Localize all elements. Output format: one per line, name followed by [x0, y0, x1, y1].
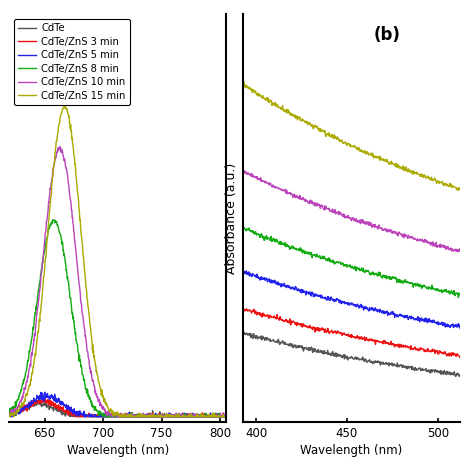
CdTe/ZnS 5 min	[173, 411, 179, 417]
CdTe/ZnS 5 min	[105, 414, 110, 419]
CdTe/ZnS 5 min	[229, 414, 235, 419]
CdTe	[229, 414, 235, 419]
Line: CdTe/ZnS 10 min: CdTe/ZnS 10 min	[4, 147, 232, 417]
CdTe/ZnS 5 min	[136, 414, 142, 419]
CdTe/ZnS 5 min	[1, 413, 7, 419]
CdTe/ZnS 15 min	[1, 413, 7, 419]
CdTe/ZnS 15 min	[1, 414, 7, 419]
CdTe	[136, 412, 142, 418]
CdTe/ZnS 8 min	[154, 412, 160, 418]
CdTe/ZnS 3 min	[229, 413, 235, 419]
CdTe/ZnS 15 min	[60, 106, 65, 112]
CdTe/ZnS 8 min	[229, 413, 235, 419]
CdTe	[173, 414, 179, 419]
Y-axis label: Absorbance (a.u.): Absorbance (a.u.)	[225, 163, 238, 273]
CdTe/ZnS 5 min	[2, 414, 8, 419]
X-axis label: Wavelength (nm): Wavelength (nm)	[301, 444, 402, 457]
CdTe/ZnS 3 min	[39, 397, 45, 402]
Line: CdTe/ZnS 3 min: CdTe/ZnS 3 min	[4, 400, 232, 417]
Line: CdTe: CdTe	[4, 401, 232, 417]
CdTe/ZnS 15 min	[105, 404, 110, 410]
Legend: CdTe, CdTe/ZnS 3 min, CdTe/ZnS 5 min, CdTe/ZnS 8 min, CdTe/ZnS 10 min, CdTe/ZnS : CdTe, CdTe/ZnS 3 min, CdTe/ZnS 5 min, Cd…	[15, 19, 130, 105]
CdTe	[7, 414, 13, 419]
CdTe/ZnS 5 min	[60, 401, 66, 407]
CdTe/ZnS 3 min	[42, 399, 47, 405]
CdTe/ZnS 10 min	[173, 410, 179, 416]
Text: (b): (b)	[373, 27, 400, 45]
CdTe/ZnS 3 min	[1, 412, 7, 418]
CdTe/ZnS 15 min	[42, 268, 47, 274]
CdTe	[154, 413, 160, 419]
CdTe/ZnS 15 min	[154, 413, 160, 419]
CdTe/ZnS 15 min	[136, 414, 142, 419]
CdTe	[105, 414, 110, 419]
CdTe/ZnS 10 min	[229, 411, 235, 417]
CdTe/ZnS 10 min	[57, 144, 63, 150]
CdTe/ZnS 8 min	[1, 410, 7, 415]
CdTe/ZnS 15 min	[62, 100, 67, 106]
CdTe/ZnS 10 min	[154, 413, 160, 419]
CdTe/ZnS 8 min	[100, 414, 106, 419]
CdTe	[42, 403, 47, 409]
Line: CdTe/ZnS 8 min: CdTe/ZnS 8 min	[4, 220, 232, 417]
CdTe/ZnS 8 min	[60, 240, 65, 246]
CdTe/ZnS 8 min	[41, 252, 47, 257]
CdTe/ZnS 10 min	[3, 414, 9, 419]
CdTe/ZnS 15 min	[173, 412, 179, 418]
CdTe/ZnS 8 min	[105, 414, 110, 419]
CdTe/ZnS 3 min	[2, 414, 8, 419]
CdTe/ZnS 3 min	[105, 414, 110, 419]
CdTe	[36, 398, 41, 403]
CdTe/ZnS 10 min	[105, 409, 110, 415]
CdTe/ZnS 10 min	[42, 241, 47, 246]
CdTe	[60, 410, 66, 416]
CdTe/ZnS 8 min	[136, 414, 142, 419]
CdTe/ZnS 10 min	[1, 412, 7, 418]
CdTe/ZnS 5 min	[154, 414, 160, 419]
CdTe/ZnS 10 min	[136, 411, 142, 417]
CdTe/ZnS 5 min	[42, 389, 47, 395]
CdTe/ZnS 3 min	[136, 413, 142, 419]
CdTe/ZnS 5 min	[42, 396, 47, 402]
Line: CdTe/ZnS 15 min: CdTe/ZnS 15 min	[4, 103, 232, 417]
CdTe/ZnS 8 min	[173, 414, 179, 419]
CdTe/ZnS 10 min	[60, 153, 66, 158]
X-axis label: Wavelength (nm): Wavelength (nm)	[67, 444, 169, 457]
CdTe/ZnS 3 min	[60, 404, 66, 410]
Line: CdTe/ZnS 5 min: CdTe/ZnS 5 min	[4, 392, 232, 417]
CdTe/ZnS 15 min	[229, 412, 235, 418]
CdTe	[1, 413, 7, 419]
CdTe/ZnS 8 min	[51, 217, 56, 223]
CdTe/ZnS 3 min	[173, 414, 179, 419]
CdTe/ZnS 3 min	[154, 414, 160, 419]
